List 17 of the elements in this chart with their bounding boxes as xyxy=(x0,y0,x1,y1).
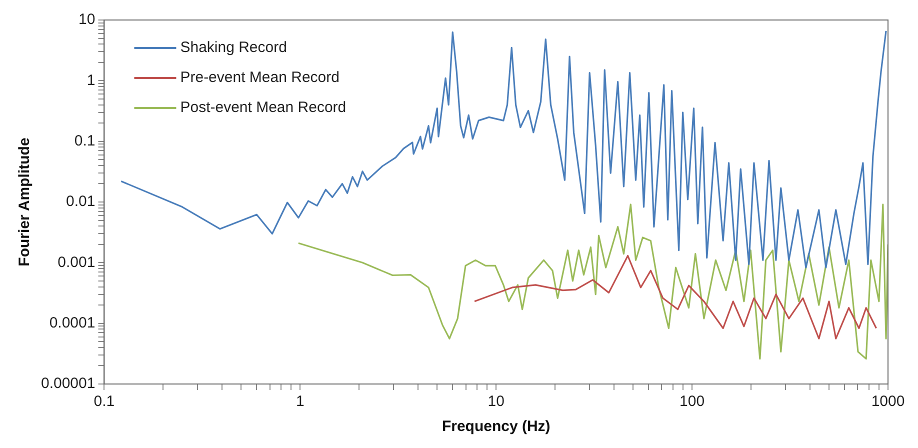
legend-label: Shaking Record xyxy=(180,39,287,56)
y-tick-label: 0.01 xyxy=(66,193,96,210)
y-tick-label: 0.00001 xyxy=(40,375,96,392)
y-tick-label: 0.0001 xyxy=(49,314,96,332)
x-tick-label: 10 xyxy=(488,393,504,410)
y-tick-label: 0.1 xyxy=(74,132,96,150)
x-tick-label: 1 xyxy=(296,393,304,410)
y-tick-label: 1 xyxy=(86,72,96,89)
legend-label: Pre-event Mean Record xyxy=(180,69,340,86)
x-axis-title: Frequency (Hz) xyxy=(442,418,550,436)
legend-label: Post-event Mean Record xyxy=(180,99,346,116)
y-tick-label: 10 xyxy=(78,11,96,28)
y-axis-title: Fourier Amplitude xyxy=(16,138,34,266)
x-tick-label: 0.1 xyxy=(94,393,115,410)
x-tick-label: 1000 xyxy=(871,393,905,410)
y-tick-label: 0.001 xyxy=(58,254,96,271)
x-tick-label: 100 xyxy=(680,393,705,410)
